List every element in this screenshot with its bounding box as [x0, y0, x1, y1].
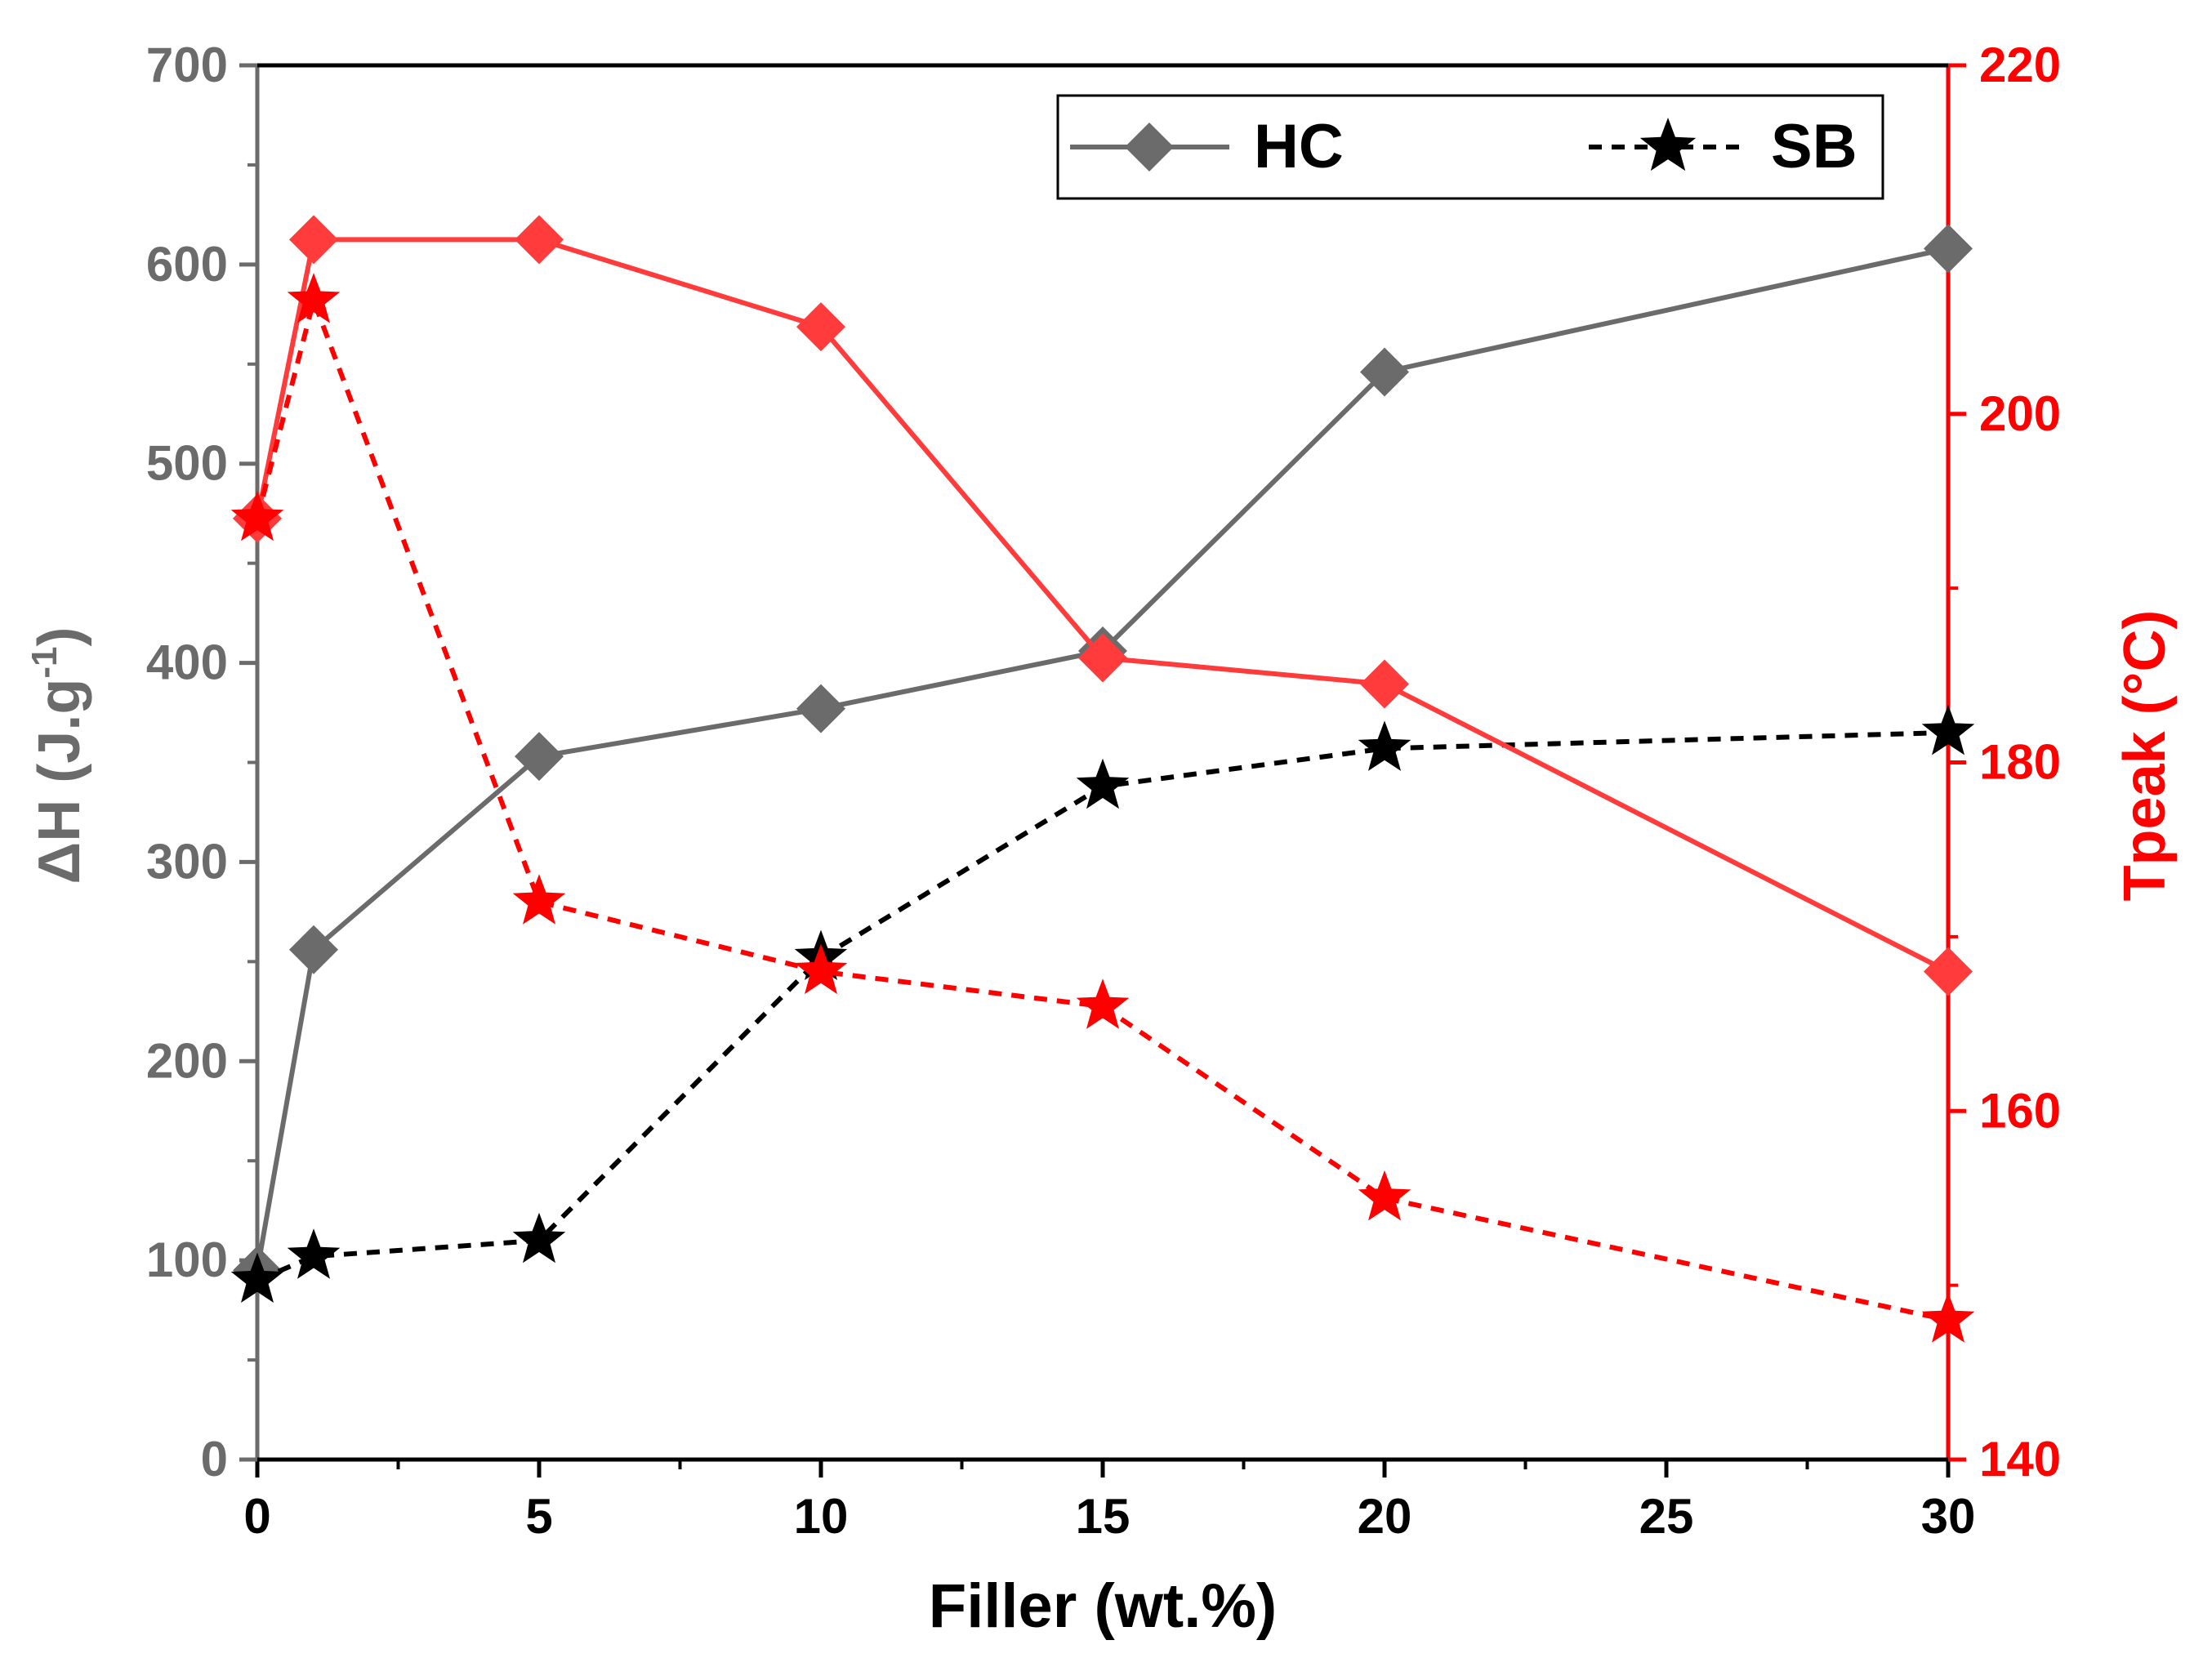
left-tick-label: 400	[146, 635, 228, 690]
series-hc-right-point	[1924, 947, 1973, 996]
x-tick-label: 20	[1358, 1489, 1412, 1544]
legend-hc-marker	[1125, 123, 1174, 172]
right-tick-label: 140	[1979, 1432, 2061, 1486]
series-sb-right-point	[794, 943, 848, 995]
x-tick-label: 10	[794, 1489, 849, 1544]
left-axis-title: ΔH (J.g-1)	[25, 627, 92, 885]
left-tick-label: 600	[146, 237, 228, 292]
series-sb-left-point	[512, 1212, 566, 1264]
series-hc-right-point	[515, 215, 564, 265]
series-hc-left-point	[1360, 347, 1409, 397]
left-tick-label: 700	[146, 38, 228, 92]
right-tick-label: 220	[1979, 38, 2061, 92]
left-tick-label: 0	[201, 1432, 228, 1486]
series-hc-right-point	[1078, 633, 1127, 683]
left-tick-label: 100	[146, 1232, 228, 1287]
right-axis-title: Tpeak (°C)	[2112, 610, 2178, 902]
right-tick-label: 200	[1979, 386, 2061, 441]
x-tick-label: 15	[1076, 1489, 1131, 1544]
left-tick-label: 500	[146, 436, 228, 491]
series-hc-right-line	[255, 237, 1950, 974]
series-hc-right-point	[1360, 659, 1409, 709]
legend-hc-label: HC	[1254, 112, 1344, 181]
right-tick-label: 180	[1979, 735, 2061, 790]
series-layer	[230, 215, 1975, 1343]
series-sb-left-point	[287, 1228, 341, 1279]
legend-sb-marker	[1639, 118, 1697, 172]
series-hc-right-point	[289, 215, 338, 265]
series-sb-right-point	[1076, 978, 1130, 1029]
series-hc-left-point	[289, 925, 338, 974]
series-sb-left-point	[1076, 758, 1130, 809]
series-sb-right-point	[230, 490, 284, 542]
series-sb-right-point	[287, 273, 341, 323]
legend: HC SB	[1056, 94, 1884, 200]
left-tick-label: 200	[146, 1033, 228, 1088]
left-tick-label: 300	[146, 834, 228, 889]
x-tick-label: 25	[1639, 1489, 1694, 1544]
series-sb-right-point	[1358, 1170, 1411, 1221]
x-tick-label: 5	[525, 1489, 552, 1544]
series-sb-left-point	[1921, 704, 1975, 755]
series-sb-left-point	[1358, 720, 1411, 771]
series-sb-right-point	[1921, 1292, 1975, 1343]
series-hc-left-point	[515, 732, 564, 782]
series-hc-left-point	[1924, 224, 1973, 274]
axes-layer: 0 5 10 15 20 25 300100200300400500600700140160…	[146, 38, 2061, 1544]
series-sb-right-point	[512, 874, 566, 925]
series-sb-right-line	[255, 298, 1949, 1323]
series-sb-left-point	[230, 1252, 284, 1303]
left-axis-title-main: ΔH (J.g	[27, 679, 92, 885]
right-tick-label: 160	[1979, 1083, 2061, 1138]
x-tick-label: 30	[1921, 1489, 1976, 1544]
left-axis-title-sup: -1	[25, 647, 65, 679]
left-axis-title-close: )	[27, 627, 92, 647]
series-hc-left-point	[796, 684, 845, 733]
legend-sb-label: SB	[1771, 112, 1857, 181]
x-tick-label: 0	[243, 1489, 270, 1544]
series-hc-right-point	[796, 302, 845, 352]
x-axis-title: Filler (wt.%)	[929, 1571, 1277, 1641]
